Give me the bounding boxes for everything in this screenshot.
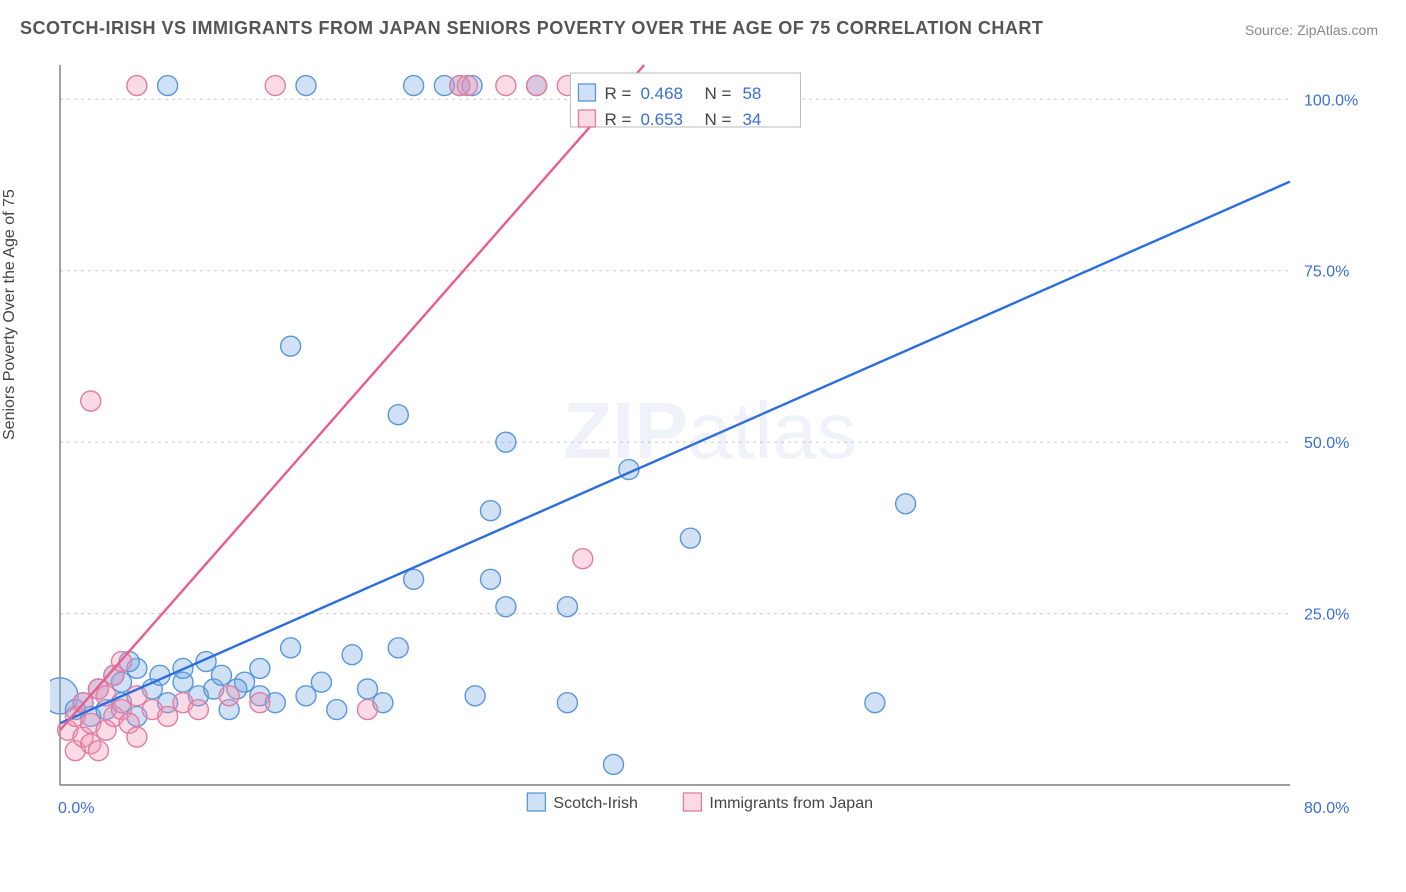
data-point — [680, 528, 700, 548]
data-point — [88, 741, 108, 761]
data-point — [481, 501, 501, 521]
data-point — [296, 686, 316, 706]
data-point — [604, 754, 624, 774]
stats-r-value: 0.468 — [640, 84, 683, 103]
data-point — [896, 494, 916, 514]
data-point — [81, 391, 101, 411]
data-point — [211, 665, 231, 685]
data-point — [557, 597, 577, 617]
data-point — [281, 638, 301, 658]
data-point — [327, 700, 347, 720]
data-point — [457, 76, 477, 96]
data-point — [281, 336, 301, 356]
data-point — [219, 686, 239, 706]
stats-n-value: 34 — [742, 110, 761, 129]
x-tick-label: 0.0% — [58, 800, 94, 817]
stats-r-label: R = — [604, 110, 631, 129]
stats-swatch — [578, 110, 595, 127]
y-tick-label: 75.0% — [1304, 264, 1349, 281]
data-point — [342, 645, 362, 665]
plot-area: ZIPatlas 25.0%50.0%75.0%100.0%0.0%80.0%R… — [50, 55, 1370, 835]
data-point — [465, 686, 485, 706]
data-point — [573, 549, 593, 569]
data-point — [388, 405, 408, 425]
stats-n-value: 58 — [742, 84, 761, 103]
stats-r-value: 0.653 — [640, 110, 683, 129]
y-tick-label: 25.0% — [1304, 607, 1349, 624]
data-point — [358, 700, 378, 720]
data-point — [127, 76, 147, 96]
data-point — [388, 638, 408, 658]
data-point — [496, 76, 516, 96]
data-point — [158, 76, 178, 96]
stats-r-label: R = — [604, 84, 631, 103]
chart-svg: 25.0% 50.0% 75.0% 100.0% 0.0% 80.0% R = 0.468 N … — [50, 55, 1370, 835]
data-point — [358, 679, 378, 699]
y-axis-label: Seniors Poverty Over the Age of 75 — [1, 189, 19, 440]
data-point — [188, 700, 208, 720]
source-label: Source: ZipAtlas.com — [1245, 22, 1378, 38]
stats-swatch — [578, 84, 595, 101]
chart-title: SCOTCH-IRISH VS IMMIGRANTS FROM JAPAN SE… — [20, 18, 1043, 39]
legend-swatch — [683, 793, 701, 811]
stats-n-label: N = — [704, 110, 731, 129]
data-point — [496, 432, 516, 452]
data-point — [404, 569, 424, 589]
data-point — [527, 76, 547, 96]
y-tick-label: 50.0% — [1304, 435, 1349, 452]
data-point — [265, 76, 285, 96]
data-point — [865, 693, 885, 713]
trend-line — [60, 182, 1290, 724]
legend-label: Scotch-Irish — [553, 795, 637, 812]
data-point — [296, 76, 316, 96]
data-point — [127, 727, 147, 747]
trend-line — [60, 65, 644, 730]
x-tick-label: 80.0% — [1304, 800, 1349, 817]
y-tick-label: 100.0% — [1304, 92, 1358, 109]
legend-swatch — [527, 793, 545, 811]
data-point — [158, 706, 178, 726]
data-point — [250, 658, 270, 678]
legend-label: Immigrants from Japan — [709, 795, 873, 812]
data-point — [311, 672, 331, 692]
data-point — [496, 597, 516, 617]
data-point — [481, 569, 501, 589]
data-point — [557, 693, 577, 713]
data-point — [250, 693, 270, 713]
data-point — [404, 76, 424, 96]
stats-n-label: N = — [704, 84, 731, 103]
